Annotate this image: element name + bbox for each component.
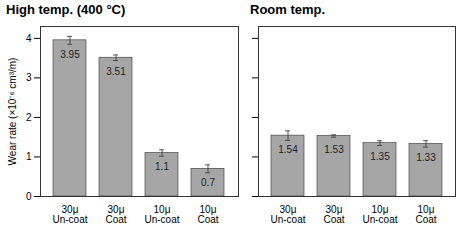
svg-text:10μUn-coat: 10μUn-coat	[144, 204, 179, 225]
svg-text:0.7: 0.7	[201, 177, 215, 188]
svg-text:10μCoat: 10μCoat	[415, 204, 436, 225]
svg-text:1.1: 1.1	[155, 161, 169, 172]
html-text:High temp. (400 °C): High temp. (400 °C)	[6, 2, 126, 17]
svg-text:1.53: 1.53	[324, 144, 344, 155]
svg-text:3.51: 3.51	[106, 66, 126, 77]
svg-text:30μCoat: 30μCoat	[323, 204, 344, 225]
svg-text:10μCoat: 10μCoat	[197, 204, 218, 225]
svg-text:2: 2	[26, 112, 32, 123]
svg-text:1: 1	[26, 151, 32, 162]
svg-text:30μCoat: 30μCoat	[105, 204, 126, 225]
svg-text:1.33: 1.33	[416, 152, 436, 163]
svg-text:3.95: 3.95	[60, 49, 80, 60]
svg-text:1.54: 1.54	[278, 144, 298, 155]
html-text:Room temp.: Room temp.	[250, 2, 326, 17]
svg-text:30μUn-coat: 30μUn-coat	[52, 204, 87, 225]
svg-text:3: 3	[26, 72, 32, 83]
svg-text:4: 4	[26, 33, 32, 44]
svg-text:1.35: 1.35	[370, 151, 390, 162]
svg-text:10μUn-coat: 10μUn-coat	[362, 204, 397, 225]
svg-text:0: 0	[26, 191, 32, 202]
svg-text:Wear rate (×10⁻⁶ cm³/m): Wear rate (×10⁻⁶ cm³/m)	[7, 58, 18, 166]
svg-text:30μUn-coat: 30μUn-coat	[270, 204, 305, 225]
